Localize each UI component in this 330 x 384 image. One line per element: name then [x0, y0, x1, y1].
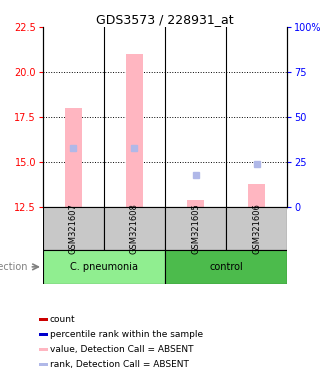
Text: C. pneumonia: C. pneumonia [70, 262, 138, 272]
Bar [43, 250, 165, 284]
Bar [165, 250, 287, 284]
Bar [40, 333, 48, 336]
Bar [40, 318, 48, 321]
Text: value, Detection Call = ABSENT: value, Detection Call = ABSENT [50, 345, 193, 354]
Text: rank, Detection Call = ABSENT: rank, Detection Call = ABSENT [50, 360, 189, 369]
Bar [40, 363, 48, 366]
Bar [40, 348, 48, 351]
Text: GSM321607: GSM321607 [69, 203, 78, 254]
Bar [65, 108, 82, 207]
Text: GSM321608: GSM321608 [130, 203, 139, 254]
Bar [226, 207, 287, 250]
Text: infection: infection [0, 262, 28, 272]
Bar [43, 207, 104, 250]
Bar [248, 184, 265, 207]
Text: percentile rank within the sample: percentile rank within the sample [50, 330, 203, 339]
Text: control: control [209, 262, 243, 272]
Bar [126, 54, 143, 207]
Text: count: count [50, 314, 76, 324]
Bar [165, 207, 226, 250]
Bar [187, 200, 204, 207]
Text: GSM321606: GSM321606 [252, 203, 261, 254]
Text: GSM321605: GSM321605 [191, 203, 200, 254]
Title: GDS3573 / 228931_at: GDS3573 / 228931_at [96, 13, 234, 26]
Bar [104, 207, 165, 250]
